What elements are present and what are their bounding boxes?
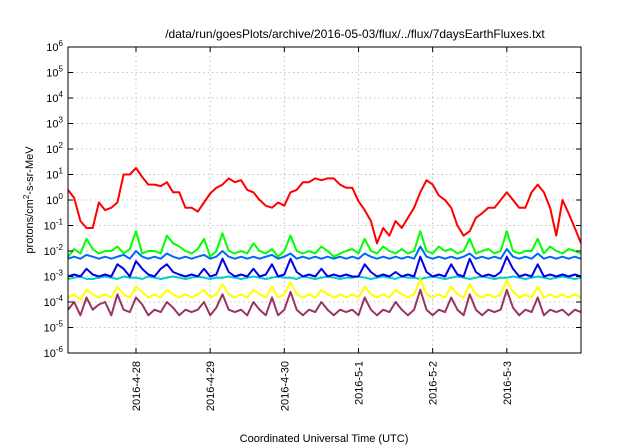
y-tick-label-base: 10 (46, 93, 58, 105)
y-tick-label-base: 10 (44, 297, 56, 309)
y-axis-label-main: protons/cm (24, 199, 36, 253)
y-tick-label-power: 3 (59, 116, 64, 125)
y-tick-label-base: 10 (44, 323, 56, 335)
y-tick-label-base: 10 (46, 195, 58, 207)
y-tick-label-power: 6 (59, 39, 64, 48)
y-tick-label-power: -6 (56, 345, 64, 354)
y-tick-label-power: 5 (59, 65, 64, 74)
y-tick-label-base: 10 (46, 170, 58, 182)
y-axis-label-exponent: 2 (22, 194, 31, 199)
series-line-6 (67, 288, 582, 317)
y-tick-label-power: -2 (56, 243, 64, 252)
series-line-0 (67, 167, 582, 245)
y-tick-label-base: 10 (44, 246, 56, 258)
y-tick-label: 105 (46, 65, 63, 80)
y-tick-label: 102 (46, 141, 63, 156)
chart-title: /data/run/goesPlots/archive/2016-05-03/f… (165, 27, 545, 41)
series-line-1 (67, 230, 582, 258)
y-tick-label-power: 4 (59, 90, 64, 99)
y-tick-label-power: -3 (56, 269, 64, 278)
y-axis-label-rest: -s-sr-MeV (24, 146, 36, 195)
y-tick-label: 104 (46, 90, 63, 105)
y-tick-label-base: 10 (46, 144, 58, 156)
y-tick-label-power: 1 (59, 167, 64, 176)
y-tick-label: 10-3 (44, 269, 64, 284)
y-tick-label-power: 2 (59, 141, 64, 150)
x-tick-label: 2016-4-29 (205, 361, 217, 411)
y-tick-label: 10-5 (44, 320, 64, 335)
x-tick-label: 2016-5-1 (353, 361, 365, 405)
y-tick-label-base: 10 (46, 119, 58, 131)
y-tick-label-power: -4 (56, 294, 64, 303)
y-axis-label: protons/cm2-s-sr-MeV (22, 146, 36, 254)
y-tick-label: 101 (46, 167, 63, 182)
y-tick-label: 10-1 (44, 218, 64, 233)
y-tick-label-base: 10 (44, 348, 56, 360)
x-axis-label: Coordinated Universal Time (UTC) (240, 433, 409, 445)
y-tick-label-base: 10 (46, 42, 58, 54)
x-tick-label: 2016-4-30 (279, 361, 291, 411)
y-tick-label-base: 10 (44, 221, 56, 233)
y-tick-label-base: 10 (46, 68, 58, 80)
x-tick-label: 2016-4-28 (131, 361, 143, 411)
series-line-5 (67, 278, 582, 301)
series-line-3 (67, 245, 582, 260)
y-tick-label-base: 10 (44, 272, 56, 284)
x-tick-label: 2016-5-3 (502, 361, 514, 405)
y-tick-label: 10-2 (44, 243, 64, 258)
y-tick-label: 100 (46, 192, 63, 207)
y-tick-label: 10-6 (44, 345, 64, 360)
y-tick-label-power: -5 (56, 320, 64, 329)
y-tick-label: 106 (46, 39, 63, 54)
series-line-2 (67, 275, 582, 280)
y-axis-ticks: 10-610-510-410-310-210-11001011021031041… (44, 39, 581, 360)
series-line-4 (67, 255, 582, 278)
x-axis-ticks: 2016-4-28 2016-4-29 2016-4-30 2016-5-1 2016-… (131, 47, 514, 411)
y-tick-label-power: 0 (59, 192, 64, 201)
y-tick-label: 103 (46, 116, 63, 131)
y-tick-label-power: -1 (56, 218, 64, 227)
x-tick-label: 2016-5-2 (428, 361, 440, 405)
data-series (67, 167, 582, 317)
y-tick-label: 10-4 (44, 294, 64, 309)
